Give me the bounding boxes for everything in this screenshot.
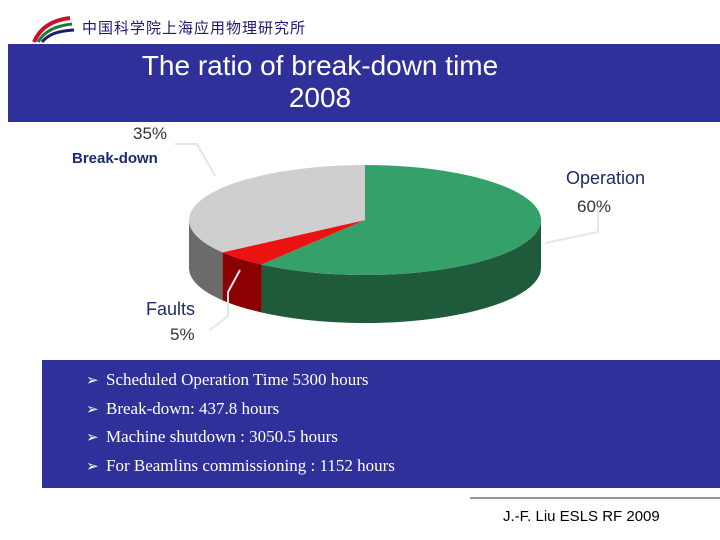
slice-percent-operation: 60% <box>577 197 612 216</box>
footer-credit: J.-F. Liu ESLS RF 2009 <box>503 508 660 525</box>
institute-logo: 中国科学院上海应用物理研究所 <box>30 14 330 46</box>
title-line-2: 2008 <box>288 82 352 113</box>
logo-text: 中国科学院上海应用物理研究所 <box>82 19 307 37</box>
pie-chart-svg <box>175 143 599 331</box>
slice-label-operation: Operation <box>566 168 646 188</box>
slide-title: The ratio of break-down time 2008 <box>0 50 720 114</box>
leader-line-break-down <box>175 143 216 177</box>
pie-side-operation <box>261 220 542 323</box>
leader-line-operation <box>544 210 599 244</box>
footer-divider <box>470 497 720 499</box>
pie-side-break-down <box>189 220 223 301</box>
logo-mark-icon <box>32 16 75 44</box>
info-box <box>42 360 720 488</box>
pie-slice-operation <box>261 165 541 275</box>
arrowhead-bullet-icon: ➢ <box>86 399 99 418</box>
bullet-list: ➢ Scheduled Operation Time 5300 hours ➢ Br… <box>86 366 395 481</box>
slice-label-faults: Faults <box>146 299 196 319</box>
slice-label-break-down: Break-down <box>72 150 158 167</box>
arrowhead-bullet-icon: ➢ <box>86 371 99 389</box>
bullet-item: ➢ Machine shutdown : 3050.5 hours <box>86 423 395 452</box>
leader-line-faults <box>209 269 241 331</box>
arrowhead-bullet-icon: ➢ <box>86 428 99 447</box>
slice-percent-break-down: 35% <box>133 124 168 143</box>
bullet-item: ➢ For Beamlins commissioning : 1152 hours <box>86 452 395 481</box>
pie-slice-faults <box>222 220 365 265</box>
title-band <box>0 44 720 122</box>
title-line-1: The ratio of break-down time <box>141 50 499 81</box>
arrowhead-bullet-icon: ➢ <box>86 457 99 476</box>
bullet-item: ➢ Scheduled Operation Time 5300 hours <box>86 366 395 395</box>
pie-chart: Break-down 35% Operation 60% Faults 5% <box>0 120 720 360</box>
slice-percent-faults: 5% <box>170 325 195 344</box>
pie-side-faults <box>222 252 262 313</box>
bullet-item: ➢ Break-down: 437.8 hours <box>86 395 395 424</box>
pie-slice-break-down <box>188 165 365 253</box>
